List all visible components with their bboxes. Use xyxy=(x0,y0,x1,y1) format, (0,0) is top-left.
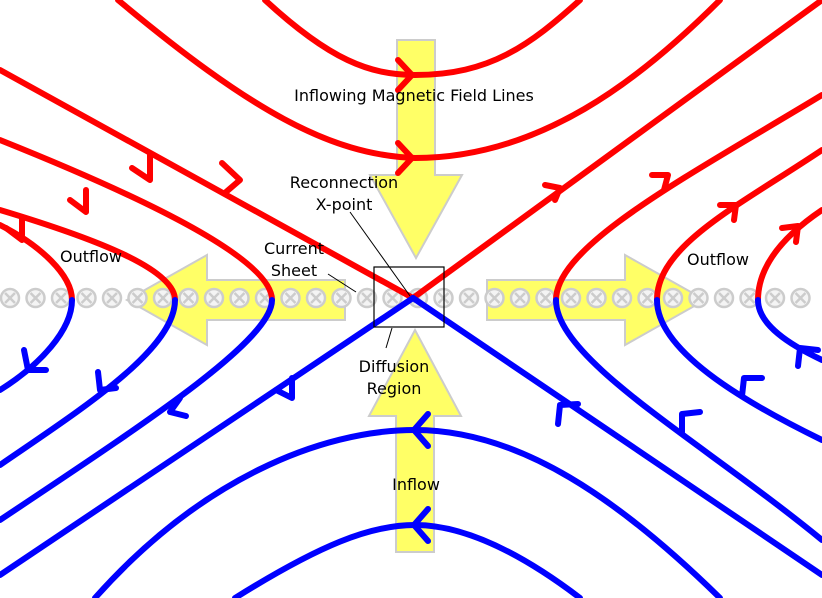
label-sheet: Sheet xyxy=(271,261,317,280)
diffusion-region-box xyxy=(373,266,445,328)
field-line-red-diagonal-left xyxy=(0,67,416,301)
field-line-blue-right-1 xyxy=(553,297,822,543)
field-direction-arrowheads xyxy=(3,57,821,544)
field-line-blue-diagonal-right xyxy=(410,295,822,578)
arrowhead-blue xyxy=(411,506,431,544)
field-line-red-right-2 xyxy=(654,147,822,303)
label-region: Region xyxy=(367,379,422,398)
current-marker-icon xyxy=(152,287,174,309)
label-x-point: X-point xyxy=(316,195,373,214)
field-line-red-right-3 xyxy=(755,207,822,303)
arrowhead-blue xyxy=(95,369,119,393)
arrowhead-red xyxy=(542,182,563,203)
current-marker-icon xyxy=(688,287,709,309)
current-sheet-pointer xyxy=(327,273,357,293)
arrowhead-blue xyxy=(795,345,821,369)
current-marker-icon xyxy=(178,287,199,309)
current-marker-icon xyxy=(229,287,250,309)
current-marker-icon xyxy=(127,287,148,309)
current-marker-icon xyxy=(50,287,72,309)
arrowhead-blue xyxy=(555,401,581,427)
label-current: Current xyxy=(264,239,324,258)
label-outflow-right: Outflow xyxy=(687,250,749,269)
current-marker-icon xyxy=(101,287,123,309)
current-marker-icon xyxy=(356,287,378,309)
label-diffusion: Diffusion xyxy=(359,357,430,376)
label-inflow: Inflow xyxy=(392,475,440,494)
field-line-blue-right-2 xyxy=(654,297,822,443)
arrowhead-red xyxy=(395,57,415,93)
current-marker-icon xyxy=(662,287,684,309)
diffusion-region-pointer xyxy=(385,327,393,349)
arrowhead-blue xyxy=(679,409,703,435)
arrowhead-red xyxy=(395,140,415,176)
current-marker-icon xyxy=(713,287,735,309)
current-marker-icon xyxy=(586,287,607,309)
field-line-red-top-2 xyxy=(115,0,723,162)
field-line-red-diagonal-right xyxy=(410,0,822,301)
label-inflowing-field-lines: Inflowing Magnetic Field Lines xyxy=(294,86,534,105)
field-line-blue-left-3 xyxy=(0,297,75,393)
field-line-blue-right-3 xyxy=(755,297,822,363)
field-line-blue-left-2 xyxy=(0,297,178,468)
arrowhead-red xyxy=(779,223,801,245)
x-point-pointer xyxy=(349,211,411,297)
current-marker-icon xyxy=(25,287,46,309)
current-marker-icon xyxy=(560,287,582,309)
field-line-blue-left-1 xyxy=(0,297,275,523)
current-marker-icon xyxy=(203,287,225,309)
current-marker-icon xyxy=(611,287,633,309)
current-marker-icon xyxy=(637,287,658,309)
field-line-red-right-1 xyxy=(553,92,822,303)
label-outflow-left: Outflow xyxy=(60,247,122,266)
arrowhead-blue xyxy=(739,375,765,399)
current-marker-icon xyxy=(509,287,531,309)
arrowhead-blue xyxy=(273,375,295,401)
arrowhead-blue xyxy=(411,411,431,449)
current-marker-icon xyxy=(535,287,556,309)
field-line-red-left-1 xyxy=(0,137,275,303)
label-reconnection: Reconnection xyxy=(290,173,398,192)
current-marker-icon xyxy=(0,287,21,309)
current-marker-icon xyxy=(331,287,352,309)
field-line-red-left-2 xyxy=(0,207,178,303)
current-marker-icon xyxy=(484,287,505,309)
current-marker-icon xyxy=(458,287,480,309)
arrowhead-red xyxy=(67,187,89,215)
current-marker-icon xyxy=(764,287,786,309)
current-sheet-markers xyxy=(0,287,811,309)
arrowhead-red xyxy=(649,172,671,193)
arrowhead-red xyxy=(717,202,739,223)
arrowhead-red xyxy=(219,160,243,195)
arrowhead-blue xyxy=(21,347,49,373)
current-marker-icon xyxy=(382,287,403,309)
current-marker-icon xyxy=(790,287,811,309)
arrowhead-red xyxy=(3,215,25,243)
inflow-arrow-top xyxy=(368,39,464,261)
current-marker-icon xyxy=(76,287,97,309)
arrowhead-red xyxy=(129,152,153,183)
current-marker-icon xyxy=(280,287,301,309)
field-line-blue-diagonal-left xyxy=(0,295,416,578)
current-marker-icon xyxy=(305,287,327,309)
arrowhead-blue xyxy=(167,395,189,419)
